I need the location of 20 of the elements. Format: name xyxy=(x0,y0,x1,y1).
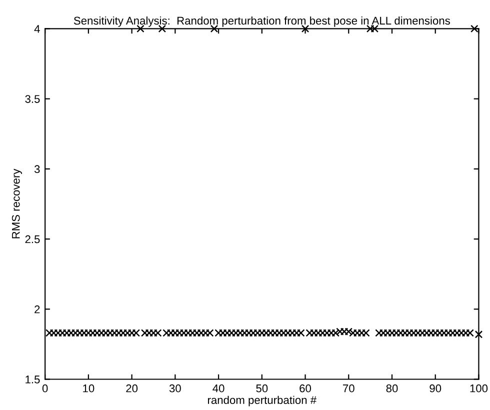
x-tick-label: 50 xyxy=(256,384,268,392)
x-tick-label: 20 xyxy=(126,384,138,392)
y-tick-label: 3.5 xyxy=(25,95,40,103)
x-tick-label: 70 xyxy=(343,384,354,392)
x-tick-label: 0 xyxy=(42,384,48,392)
y-tick-label: 2.5 xyxy=(25,235,40,244)
y-axis-title: RMS recovery xyxy=(12,168,22,238)
y-tick-label: 3 xyxy=(34,165,40,174)
x-tick-label: 100 xyxy=(470,384,488,392)
y-tick-label: 2 xyxy=(34,305,40,314)
x-tick-label: 60 xyxy=(300,384,312,392)
x-axis-title: random perturbation # xyxy=(208,396,317,406)
x-tick-label: 30 xyxy=(169,384,181,392)
x-tick-label: 90 xyxy=(430,384,442,392)
chart-title: Sensitivity Analysis: Random perturbation from best pose in ALL dimensions xyxy=(74,16,450,27)
x-tick-label: 40 xyxy=(212,384,224,392)
x-tick-label: 10 xyxy=(83,384,94,392)
x-tick-label: 80 xyxy=(386,384,398,392)
y-tick-label: 4 xyxy=(34,25,40,33)
y-tick-label: 1.5 xyxy=(26,376,40,384)
